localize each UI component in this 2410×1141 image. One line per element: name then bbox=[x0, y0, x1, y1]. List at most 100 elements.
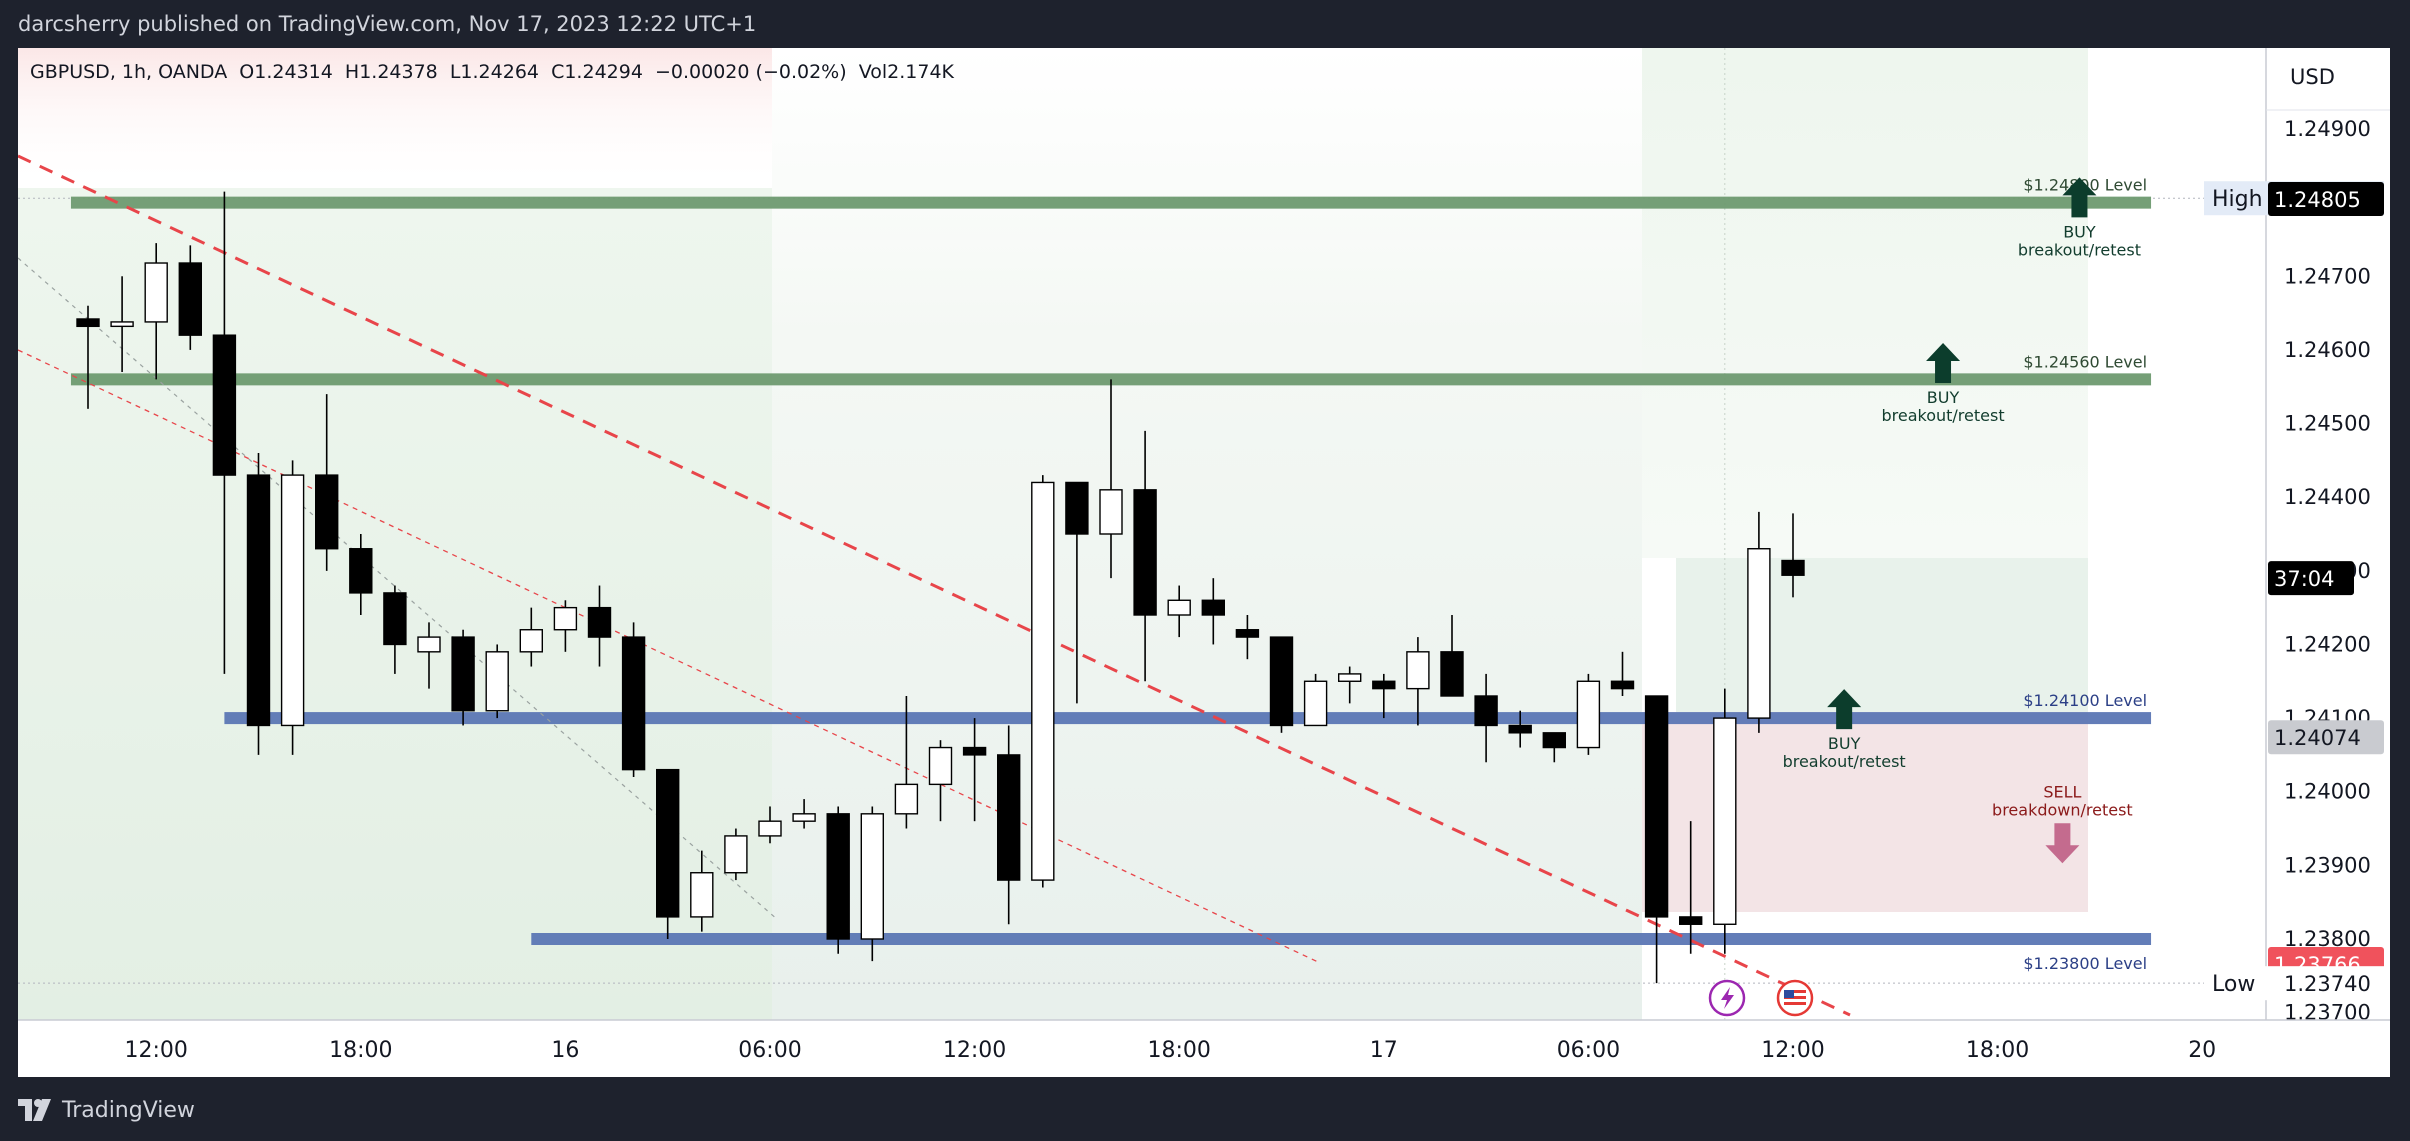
trade-annotations: BUYbreakout/retestBUYbreakout/retestBUYb… bbox=[1783, 177, 2141, 864]
candle bbox=[1099, 379, 1123, 579]
candle-body bbox=[1031, 481, 1055, 881]
time-tick-label: 20 bbox=[2188, 1038, 2216, 1063]
annotation-subtitle: breakdown/retest bbox=[1992, 800, 2133, 819]
tradingview-logo[interactable]: TradingView bbox=[18, 1097, 195, 1123]
candle bbox=[178, 245, 203, 350]
price-label-bg bbox=[2268, 561, 2354, 596]
candle bbox=[144, 243, 168, 380]
level-lines: $1.24800 Level$1.24560 Level$1.24100 Lev… bbox=[70, 176, 2152, 973]
candle bbox=[1474, 673, 1498, 763]
candle bbox=[1201, 578, 1226, 645]
candle bbox=[1303, 673, 1328, 727]
candle bbox=[1747, 511, 1771, 733]
candle-body bbox=[417, 636, 441, 653]
candle bbox=[1713, 688, 1737, 954]
event-icons[interactable] bbox=[1708, 979, 1814, 1017]
candle bbox=[1406, 637, 1430, 726]
time-tick-label: 06:00 bbox=[738, 1038, 801, 1063]
candle bbox=[860, 806, 884, 962]
price-tick-label: 1.24700 bbox=[2284, 264, 2371, 288]
price-axis[interactable]: USD 1.249001.248001.247001.246001.245001… bbox=[2204, 48, 2390, 1077]
price-label-bg bbox=[2268, 181, 2384, 216]
candle bbox=[383, 585, 407, 674]
candle-body bbox=[519, 629, 543, 653]
us-flag-event-icon[interactable] bbox=[1776, 979, 1814, 1017]
candle-body bbox=[246, 474, 271, 727]
candle-body bbox=[621, 636, 646, 771]
candle-body bbox=[1610, 680, 1635, 690]
annotation-title: BUY bbox=[1828, 734, 1861, 753]
candle bbox=[451, 629, 475, 726]
candle-body bbox=[690, 872, 714, 918]
candle bbox=[621, 622, 646, 777]
price-chart[interactable]: $1.24800 Level$1.24560 Level$1.24100 Lev… bbox=[18, 48, 2390, 1077]
symbol-legend: GBPUSD, 1h, OANDA O1.24314 H1.24378 L1.2… bbox=[30, 61, 955, 83]
price-label-value: 1.24074 bbox=[2274, 726, 2361, 750]
candle-body bbox=[1440, 651, 1464, 697]
candle-body bbox=[553, 606, 578, 631]
price-tick-label: 1.23800 bbox=[2284, 927, 2371, 951]
candle-body bbox=[1065, 481, 1089, 535]
lightning-event-icon[interactable] bbox=[1708, 979, 1746, 1017]
candle bbox=[962, 718, 987, 822]
price-label-bg bbox=[2204, 966, 2384, 1001]
candle-body bbox=[1508, 724, 1532, 734]
time-tick-label: 12:00 bbox=[1761, 1038, 1824, 1063]
trend-lines bbox=[18, 154, 1851, 1017]
price-label-dark: 1.24805 bbox=[2268, 181, 2384, 216]
candle bbox=[1781, 513, 1805, 598]
candle bbox=[246, 453, 271, 755]
price-label-bg bbox=[2268, 720, 2384, 755]
price-tick-label: 1.24500 bbox=[2284, 412, 2371, 436]
annotation-subtitle: breakout/retest bbox=[2018, 240, 2141, 259]
candle bbox=[519, 607, 543, 667]
candle bbox=[1031, 475, 1055, 888]
candle-body bbox=[724, 835, 748, 874]
candle bbox=[280, 460, 305, 755]
candle-body bbox=[1303, 680, 1328, 727]
annotation-title: SELL bbox=[2043, 782, 2081, 801]
time-tick-label: 16 bbox=[551, 1038, 579, 1063]
candle-body bbox=[144, 262, 168, 323]
candle-body bbox=[110, 321, 134, 328]
candle-body bbox=[315, 474, 339, 550]
time-tick-label: 18:00 bbox=[1966, 1038, 2029, 1063]
candle bbox=[792, 799, 816, 829]
candle-body bbox=[1167, 599, 1191, 616]
time-axis[interactable]: 12:00 18:00 16 06:00 12:00 18:00 17 06:00 12:00 1… bbox=[18, 1019, 2390, 1077]
tradingview-logo-icon bbox=[18, 1099, 51, 1121]
time-tick-label: 18:00 bbox=[1147, 1038, 1210, 1063]
candle bbox=[690, 850, 714, 932]
candle-body bbox=[280, 474, 305, 727]
zone-mid-gradient bbox=[772, 48, 1642, 1020]
price-tick-label: 1.24200 bbox=[2284, 632, 2371, 656]
candle-body bbox=[826, 813, 850, 940]
candle bbox=[1440, 615, 1464, 697]
chart-frame[interactable]: $1.24800 Level $1.24560 Level $1.24100 Lev… bbox=[18, 48, 2390, 1077]
candle bbox=[212, 191, 237, 674]
candle-body bbox=[383, 592, 407, 646]
candle-body bbox=[178, 262, 203, 336]
tradingview-brand-text: TradingView bbox=[62, 1097, 195, 1123]
candle bbox=[110, 276, 134, 372]
candle bbox=[997, 725, 1021, 925]
published-text: darcsherry published on TradingView.com,… bbox=[18, 12, 757, 36]
price-tick-label: 1.24600 bbox=[2284, 338, 2371, 362]
price-label-name: High bbox=[2212, 187, 2263, 212]
level-band bbox=[224, 712, 2152, 725]
price-tick-label: 1.23900 bbox=[2284, 853, 2371, 877]
candle bbox=[1610, 651, 1635, 696]
annotation-subtitle: breakout/retest bbox=[1881, 406, 2004, 425]
zone-top-left-red bbox=[18, 48, 772, 188]
annotation-subtitle: breakout/retest bbox=[1783, 752, 1906, 771]
price-label-value: 37:04 bbox=[2274, 567, 2335, 591]
candle bbox=[485, 644, 509, 719]
annotation-title: BUY bbox=[2063, 222, 2096, 241]
candle bbox=[1542, 732, 1567, 763]
candle-body bbox=[1201, 599, 1226, 616]
candle bbox=[553, 600, 578, 652]
candle bbox=[758, 806, 782, 844]
